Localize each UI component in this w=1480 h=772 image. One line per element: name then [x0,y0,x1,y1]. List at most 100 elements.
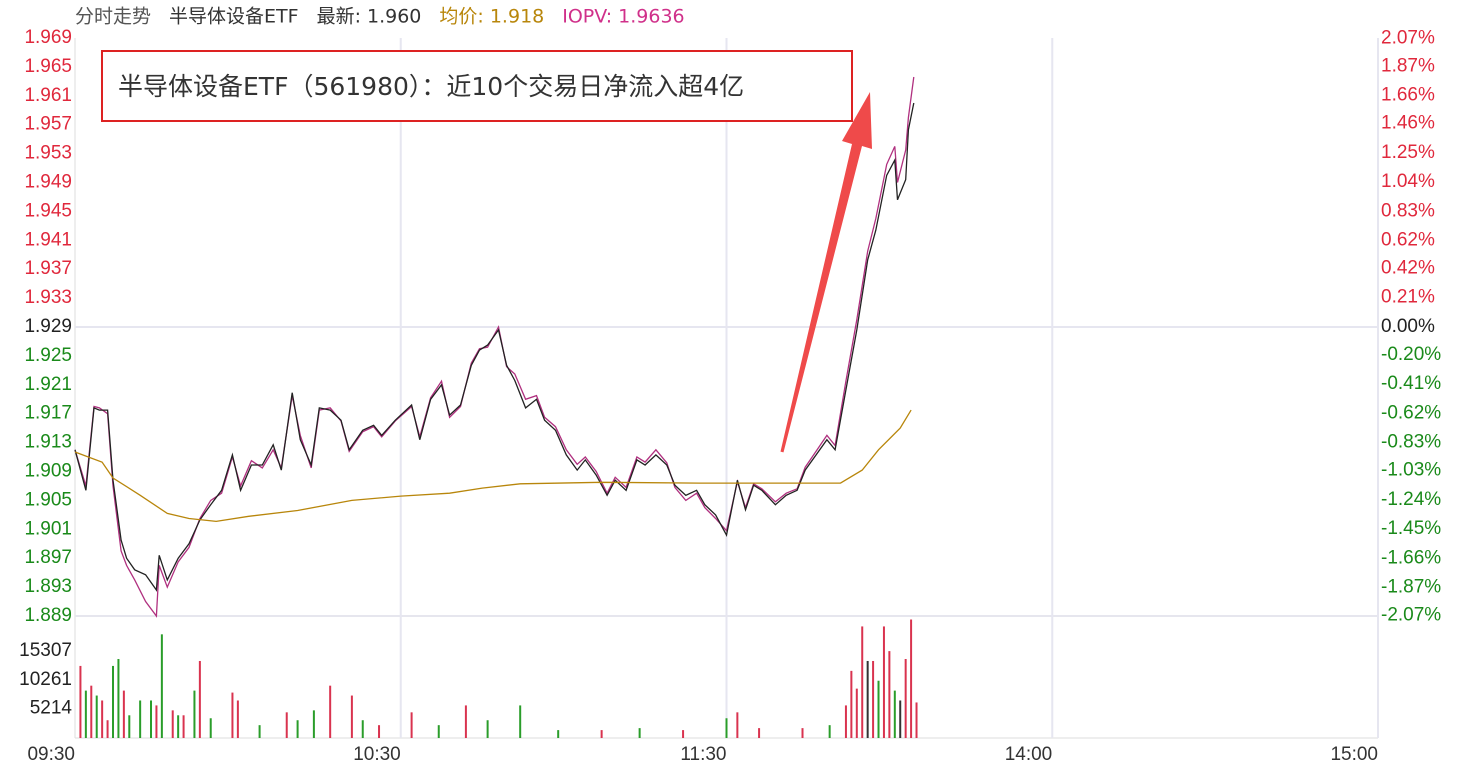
volume-bar [519,705,522,738]
y2-tick-label: 0.00% [1381,316,1435,337]
volume-tick-label: 10261 [19,669,72,690]
y-tick-label: 1.937 [24,258,72,279]
y2-tick-label: -0.83% [1381,432,1441,453]
volume-bar [182,715,185,738]
volume-bar [90,685,93,738]
y2-tick-label: 1.25% [1381,142,1435,163]
volume-bar [258,725,261,738]
y2-tick-label: -1.03% [1381,460,1441,481]
header-item: IOPV: 1.9636 [562,6,684,28]
volume-tick-label: 15307 [19,640,72,661]
volume-bar [915,702,918,738]
y-tick-label: 1.909 [24,461,72,482]
volume-bar [872,660,875,738]
x-tick-label: 14:00 [1005,744,1053,765]
volume-bar [101,700,104,738]
volume-bar [464,705,467,738]
y2-tick-label: -1.24% [1381,489,1441,510]
volume-bar [888,651,891,738]
volume-bar [209,718,212,738]
y2-tick-label: 0.21% [1381,287,1435,308]
volume-bar [231,692,234,738]
volume-bar [106,720,109,738]
volume-bar [122,690,125,738]
y2-tick-label: -0.41% [1381,373,1441,394]
volume-bar [150,700,153,738]
annotation-text: 半导体设备ETF（561980）：近10个交易日净流入超4亿 [118,72,744,101]
header-item: 均价: 1.918 [439,6,544,28]
price-line [74,102,915,592]
price-line [74,409,912,523]
volume-bar [296,720,299,738]
y2-tick-label: 0.62% [1381,230,1435,251]
volume-bar [904,659,907,738]
volume-bar [437,725,440,738]
y-tick-label: 1.945 [24,200,72,221]
volume-bar [877,680,880,738]
volume-bar [899,700,902,738]
y-tick-label: 1.941 [24,229,72,250]
volume-bar [828,725,831,738]
y2-tick-label: 2.07% [1381,28,1435,49]
volume-bar [882,626,885,738]
volume-bar [736,712,739,738]
annotation-box [101,50,853,122]
volume-bar [285,712,288,738]
y2-tick-label: -1.66% [1381,547,1441,568]
volume-bar [378,725,381,738]
y2-tick-label: -2.07% [1381,605,1441,626]
volume-bar [160,634,163,738]
y-tick-label: 1.897 [24,547,72,568]
volume-bar [329,685,332,738]
volume-bar [486,720,489,738]
volume-bar [600,730,603,738]
y-tick-label: 1.949 [24,172,72,193]
volume-bar [84,690,87,738]
volume-bar [910,619,913,738]
volume-bar [171,710,174,738]
volume-bar [312,710,315,738]
y-tick-label: 1.925 [24,345,72,366]
volume-bar [193,690,196,738]
header-item: 分时走势 [75,6,151,28]
y-tick-label: 1.929 [24,316,72,337]
volume-bar [361,720,364,738]
y2-tick-label: 1.04% [1381,171,1435,192]
y-tick-label: 1.921 [24,374,72,395]
volume-bar [198,660,201,738]
y-tick-label: 1.961 [24,85,72,106]
y-tick-label: 1.957 [24,114,72,135]
volume-bar [682,730,685,738]
volume-bar [236,700,239,738]
volume-bar [850,670,853,738]
y-tick-label: 1.893 [24,576,72,597]
volume-bar [350,695,353,738]
volume-bar [861,626,864,738]
volume-tick-label: 5214 [30,697,73,718]
y2-tick-label: -1.45% [1381,518,1441,539]
volume-bar [177,715,180,738]
volume-bar [725,718,728,738]
x-tick-label: 10:30 [353,744,401,765]
y2-tick-label: 1.66% [1381,85,1435,106]
y-tick-label: 1.965 [24,56,72,77]
volume-bar [117,659,120,738]
y-tick-label: 1.889 [24,605,72,626]
volume-bar [893,690,896,738]
volume-bar [844,705,847,738]
y2-tick-label: 0.83% [1381,200,1435,221]
x-tick-label: 15:00 [1330,744,1378,765]
y-tick-label: 1.917 [24,403,72,424]
volume-bar [866,660,869,738]
volume-bar [855,688,858,738]
volume-bar [410,712,413,738]
volume-bar [638,728,641,738]
y2-tick-label: -0.20% [1381,344,1441,365]
header-item: 最新: 1.960 [317,6,422,28]
y-tick-label: 1.969 [24,27,72,48]
volume-bar [557,730,560,738]
volume-bar [79,665,82,738]
y-tick-label: 1.901 [24,518,72,539]
